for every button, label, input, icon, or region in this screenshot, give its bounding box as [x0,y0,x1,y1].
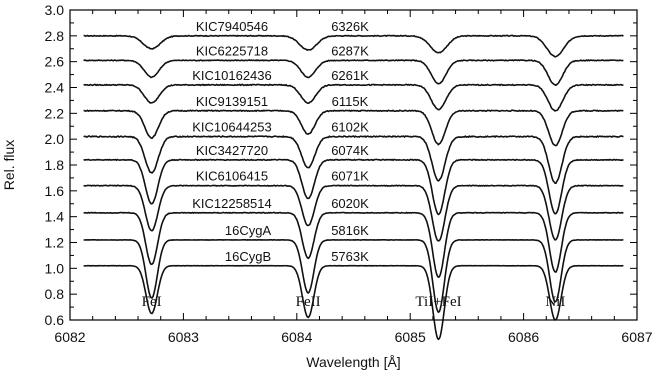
series-teff-label: 5763K [331,249,369,264]
axis-ticks: 6082 6083 6084 6085 6086 6087 0.6 0.8 1.0 1.2 1.4 1… [45,2,652,345]
y-tick-label: 3.0 [45,2,65,18]
series-name-label: KIC7940546 [196,19,268,34]
spectrum-line [83,211,624,279]
spectrum-line [83,59,624,87]
series-lines [83,34,624,341]
y-tick-label: 2.4 [45,80,65,96]
series-teff-label: 6115K [332,94,369,109]
spectral-line-label: TiI+FeI [415,294,461,310]
series-name-label: KIC6106415 [196,169,268,184]
y-tick-label: 1.8 [45,157,65,173]
y-tick-label: 2.0 [45,131,65,147]
y-tick-label: 1.0 [45,260,65,276]
x-tick-label: 6085 [395,329,426,345]
series-name-label: 16CygA [225,223,272,238]
y-tick-label: 2.6 [45,54,65,70]
y-axis-title: Rel. flux [1,140,17,191]
y-tick-label: 0.6 [45,312,65,328]
spectral-line-label: FeII [296,294,321,310]
y-tick-label: 2.8 [45,28,65,44]
spectrum-line [83,109,624,147]
spectral-line-label: NiI [545,294,565,310]
y-tick-label: 1.2 [45,235,65,251]
y-tick-label: 1.4 [45,209,65,225]
spectrum-line [83,83,624,112]
series-name-label: KIC9139151 [196,94,268,109]
series-name-label: KIC10644253 [192,120,272,135]
spectrum-line [83,238,624,314]
x-tick-label: 6086 [508,329,539,345]
series-name-label: KIC6225718 [196,43,268,58]
series-name-label: KIC10162436 [192,68,272,83]
series-labels: KIC7940546 6326K KIC6225718 6287K KIC1016243… [192,19,369,264]
y-tick-label: 1.6 [45,183,65,199]
spectrum-line [83,264,624,341]
spectrum-line [83,184,624,242]
y-tick-label: 2.2 [45,105,65,121]
series-name-label: 16CygB [225,249,271,264]
x-tick-label: 6083 [168,329,199,345]
spectrum-line [83,158,624,216]
x-axis-title: Wavelength [Å] [306,354,400,370]
series-teff-label: 6261K [331,68,369,83]
spectral-line-label: FeI [142,294,162,310]
series-teff-label: 6326K [331,19,369,34]
spectrum-line [83,135,624,185]
series-name-label: KIC12258514 [192,196,272,211]
series-teff-label: 6287K [331,43,369,58]
x-tick-label: 6087 [621,329,652,345]
spectrum-line [83,34,624,58]
spectral-line-labels: FeI FeII TiI+FeI NiI [142,294,566,310]
y-tick-label: 0.8 [45,286,65,302]
series-teff-label: 5816K [331,223,369,238]
x-tick-label: 6082 [54,329,85,345]
x-tick-label: 6084 [281,329,312,345]
series-teff-label: 6020K [331,196,369,211]
series-name-label: KIC3427720 [196,143,268,158]
series-teff-label: 6071K [331,169,369,184]
series-teff-label: 6074K [331,143,369,158]
series-teff-label: 6102K [331,120,369,135]
